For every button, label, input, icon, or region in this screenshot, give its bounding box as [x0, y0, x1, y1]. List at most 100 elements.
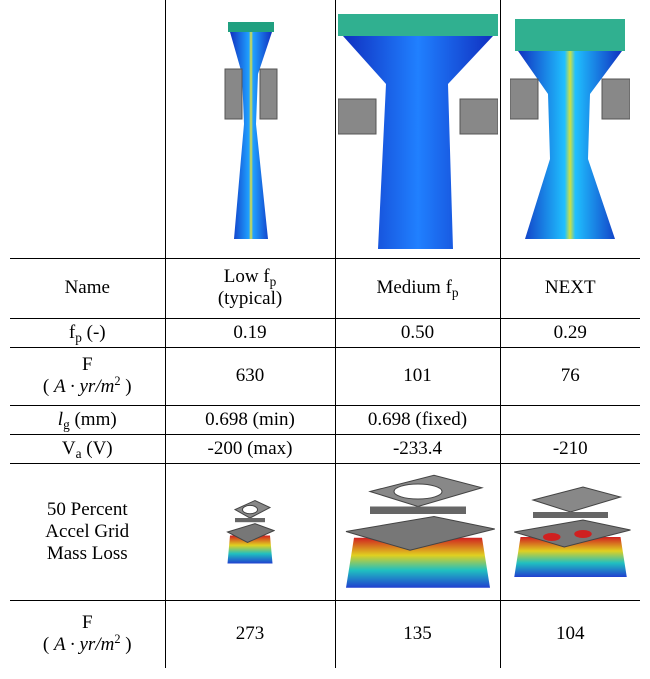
- value-cell: 0.50: [335, 318, 500, 347]
- text-line: -200 (max): [166, 438, 335, 460]
- text-line: 0.29: [501, 322, 641, 344]
- text-line: 76: [501, 365, 641, 387]
- text-part: (: [43, 376, 54, 397]
- text-part: (mm): [70, 409, 117, 430]
- value-cell: 101: [335, 347, 500, 405]
- text-part: Accel Grid: [45, 521, 129, 542]
- text-part: 0.50: [401, 322, 434, 343]
- image-row: [10, 0, 640, 258]
- row-label: F( A · yr/m2 ): [10, 600, 165, 668]
- text-line: NEXT: [501, 277, 641, 299]
- text-line: 0.50: [336, 322, 500, 344]
- text-line: ( A · yr/m2 ): [10, 376, 165, 398]
- grid-image: [225, 497, 275, 567]
- text-part: Mass Loss: [47, 543, 128, 564]
- text-line: Mass Loss: [10, 543, 165, 565]
- value-cell: 630: [165, 347, 335, 405]
- text-part: 0.698 (fixed): [368, 409, 467, 430]
- text-part: F: [82, 354, 93, 375]
- text-part: NEXT: [545, 277, 596, 298]
- value-cell: 0.698 (fixed): [335, 405, 500, 434]
- text-line: (typical): [166, 288, 335, 310]
- text-line: 0.698 (min): [166, 409, 335, 431]
- text-line: F: [10, 354, 165, 376]
- text-part: 101: [403, 365, 432, 386]
- grid-image: [508, 482, 633, 582]
- plume-image: [510, 9, 630, 249]
- value-cell: -200 (max): [165, 434, 335, 463]
- text-line: lg (mm): [10, 409, 165, 431]
- text-part: p: [270, 274, 277, 289]
- text-line: Medium fp: [336, 277, 500, 299]
- text-line: Name: [10, 277, 165, 299]
- text-part: V: [62, 438, 76, 459]
- table-row: Va (V) -200 (max) -233.4 -210: [10, 434, 640, 463]
- text-part: g: [63, 417, 70, 432]
- text-part: p: [452, 285, 459, 300]
- text-part: (V): [82, 438, 113, 459]
- value-cell: 0.698 (min): [165, 405, 335, 434]
- text-line: Va (V): [10, 438, 165, 460]
- text-part: -233.4: [393, 438, 442, 459]
- text-part: (typical): [218, 288, 282, 309]
- text-line: 273: [166, 623, 335, 645]
- text-part: 630: [236, 365, 265, 386]
- text-line: 0.19: [166, 322, 335, 344]
- text-part: (-): [82, 322, 106, 343]
- text-part: Name: [65, 277, 110, 298]
- text-part: 76: [561, 365, 580, 386]
- text-part: 135: [403, 623, 432, 644]
- table-row: F( A · yr/m2 ) 630 101 76: [10, 347, 640, 405]
- text-part: -210: [553, 438, 588, 459]
- text-line: -233.4: [336, 438, 500, 460]
- text-part: A · yr/m: [54, 376, 114, 397]
- value-cell: -233.4: [335, 434, 500, 463]
- value-cell: Low fp(typical): [165, 258, 335, 318]
- value-cell: [500, 463, 640, 600]
- text-part: 50 Percent: [47, 499, 128, 520]
- plume-image: [338, 4, 498, 254]
- image-cell: [335, 0, 500, 258]
- text-part: ): [121, 634, 132, 655]
- row-label: Name: [10, 258, 165, 318]
- text-part: Low f: [224, 266, 270, 287]
- value-cell: 76: [500, 347, 640, 405]
- row-label: F( A · yr/m2 ): [10, 347, 165, 405]
- value-cell: Medium fp: [335, 258, 500, 318]
- text-part: (: [43, 634, 54, 655]
- text-line: F: [10, 612, 165, 634]
- row-label: Va (V): [10, 434, 165, 463]
- row-label: lg (mm): [10, 405, 165, 434]
- text-part: 0.29: [554, 322, 587, 343]
- text-part: 0.698 (min): [205, 409, 295, 430]
- text-part: p: [75, 330, 82, 345]
- value-cell: [500, 405, 640, 434]
- text-line: Low fp: [166, 266, 335, 288]
- text-line: ( A · yr/m2 ): [10, 634, 165, 656]
- empty-cell: [10, 0, 165, 258]
- table-row: F( A · yr/m2 )273 135 104: [10, 600, 640, 668]
- text-line: 135: [336, 623, 500, 645]
- text-part: ): [121, 376, 132, 397]
- image-cell: [165, 0, 335, 258]
- image-cell: [500, 0, 640, 258]
- value-cell: 273: [165, 600, 335, 668]
- text-part: 0.19: [233, 322, 266, 343]
- value-cell: [335, 463, 500, 600]
- plume-image: [210, 14, 290, 244]
- value-cell: -210: [500, 434, 640, 463]
- value-cell: 104: [500, 600, 640, 668]
- text-line: 104: [501, 623, 641, 645]
- value-cell: 0.29: [500, 318, 640, 347]
- text-part: Medium f: [376, 277, 451, 298]
- text-part: -200 (max): [208, 438, 293, 459]
- grid-image: [338, 469, 498, 594]
- value-cell: 0.19: [165, 318, 335, 347]
- text-line: 630: [166, 365, 335, 387]
- value-cell: 135: [335, 600, 500, 668]
- table-row: 50 PercentAccel GridMass Loss: [10, 463, 640, 600]
